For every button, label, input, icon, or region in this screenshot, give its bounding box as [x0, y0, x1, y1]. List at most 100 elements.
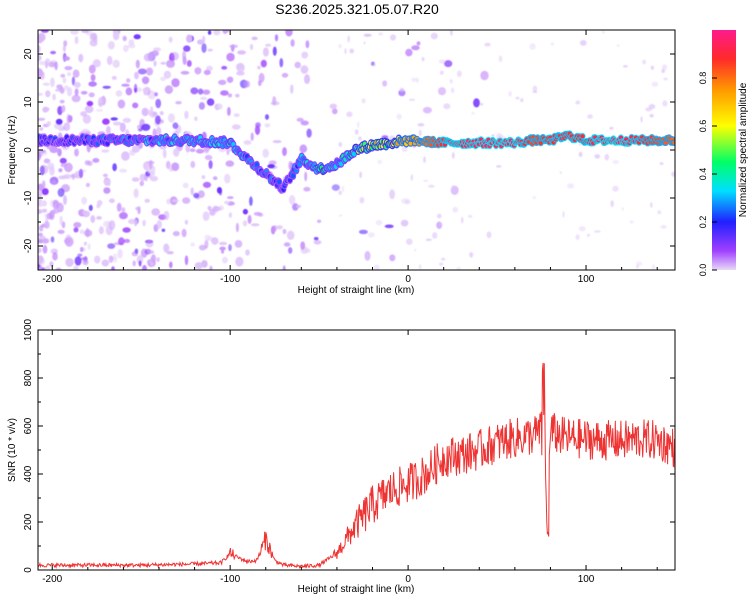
- spectrogram-noise-blob: [118, 237, 125, 246]
- spectrogram-noise-blob: [71, 94, 81, 103]
- spectrogram-noise-blob: [96, 204, 101, 209]
- spectrogram-noise-blob: [206, 98, 215, 106]
- spectrogram-noise-blob: [38, 203, 43, 208]
- spectrogram-noise-blob: [96, 216, 102, 220]
- spectrogram-noise-blob: [52, 199, 59, 210]
- spectrogram-noise-blob: [122, 227, 131, 233]
- spectrogram-noise-blob: [59, 99, 65, 104]
- spectrogram-noise-blob: [92, 158, 100, 163]
- spectrogram-noise-blob: [151, 254, 156, 263]
- spectrogram-noise-blob: [258, 72, 265, 83]
- colorbar-label: Normalized spectral amplitude: [738, 82, 749, 217]
- spectrogram-noise-blob: [421, 57, 425, 62]
- spectrogram-noise-blob: [163, 70, 172, 79]
- spectrogram-noise-blob: [190, 160, 196, 169]
- spectrogram-noise-blob: [234, 240, 243, 248]
- spectrogram-noise-blob: [161, 228, 166, 232]
- spectrogram-noise-blob: [226, 76, 234, 83]
- spectrogram-noise-blob: [132, 102, 139, 109]
- spectrogram-noise-blob: [272, 46, 277, 56]
- spectrogram-noise-blob: [145, 67, 154, 76]
- spectrogram-noise-blob: [41, 200, 47, 207]
- spectrogram-noise-blob: [41, 188, 49, 196]
- spectrogram-noise-blob: [149, 250, 155, 254]
- spectrogram-noise-blob: [629, 220, 634, 224]
- spectrogram-noise-blob: [300, 120, 309, 126]
- spectrogram-noise-blob: [532, 90, 538, 93]
- spectrogram-noise-blob: [562, 211, 565, 218]
- spectrogram-noise-blob: [49, 146, 59, 154]
- spectrogram-noise-blob: [182, 197, 191, 204]
- spectrogram-noise-blob: [197, 88, 204, 95]
- spectrogram-noise-blob: [272, 140, 282, 144]
- spectrogram-noise-blob: [358, 136, 362, 141]
- spectrogram-noise-blob: [257, 213, 264, 217]
- spectrogram-noise-blob: [417, 123, 425, 127]
- spectrogram-x-label: Height of straight line (km): [298, 285, 415, 296]
- spectrogram-noise-blob: [55, 118, 63, 125]
- spectrogram-noise-blob: [135, 59, 140, 69]
- y-tick-label: 400: [23, 465, 34, 482]
- spectrogram-noise-blob: [279, 58, 284, 68]
- spectrogram-noise-blob: [62, 44, 66, 53]
- spectrogram-noise-blob: [144, 198, 150, 203]
- spectrogram-noise-blob: [84, 160, 91, 166]
- spectrogram-noise-blob: [235, 256, 244, 267]
- spectrogram-noise-blob: [50, 77, 55, 88]
- spectrogram-noise-blob: [286, 230, 295, 240]
- spectrogram-noise-blob: [128, 218, 136, 225]
- spectrogram-noise-blob: [244, 80, 251, 88]
- spectrogram-noise-blob: [46, 212, 53, 220]
- spectrogram-noise-blob: [186, 34, 193, 43]
- spectrogram-noise-blob: [41, 267, 46, 270]
- spectrogram-noise-blob: [155, 115, 161, 125]
- spectrogram-noise-blob: [294, 61, 301, 69]
- spectrogram-ridge-core: [580, 134, 585, 139]
- spectrogram-noise-blob: [373, 264, 380, 270]
- spectrogram-noise-blob: [260, 59, 267, 68]
- spectrogram-noise-blob: [207, 205, 212, 211]
- spectrogram-noise-blob: [123, 238, 131, 243]
- spectrogram-noise-blob: [57, 148, 62, 157]
- spectrogram-noise-blob: [141, 123, 151, 131]
- spectrogram-noise-blob: [236, 63, 244, 70]
- spectrogram-noise-blob: [288, 195, 296, 205]
- spectrogram-noise-blob: [221, 250, 225, 254]
- spectrogram-noise-blob: [329, 103, 337, 110]
- spectrogram-noise-blob: [108, 220, 116, 231]
- spectrogram-noise-blob: [206, 65, 213, 71]
- spectrogram-noise-blob: [38, 198, 43, 205]
- spectrogram-noise-blob: [200, 96, 208, 100]
- spectrogram-noise-blob: [146, 259, 151, 264]
- spectrogram-noise-blob: [313, 237, 319, 241]
- spectrogram-noise-blob: [304, 171, 308, 182]
- spectrogram-noise-blob: [102, 85, 111, 89]
- spectrogram-noise-blob: [414, 248, 417, 252]
- spectrogram-noise-blob: [468, 214, 473, 218]
- figure-title: S236.2025.321.05.07.R20: [275, 1, 439, 17]
- spectrogram-noise-blob: [52, 252, 58, 261]
- spectrogram-noise-blob: [415, 77, 419, 83]
- spectrogram-noise-blob: [662, 100, 668, 107]
- spectrogram-noise-blob: [224, 200, 230, 205]
- spectrogram-noise-blob: [160, 76, 167, 82]
- spectrogram-ridge: [38, 130, 675, 194]
- spectrogram-noise-blob: [363, 41, 366, 45]
- spectrogram-noise-blob: [642, 59, 647, 65]
- snr-plot-area: [38, 330, 675, 570]
- x-tick-label: 0: [405, 274, 411, 285]
- spectrogram-noise-blob: [218, 187, 223, 196]
- spectrogram-noise-blob: [190, 242, 195, 247]
- spectrogram-noise-blob: [396, 113, 402, 120]
- spectrogram-noise-blob: [237, 50, 247, 55]
- spectrogram-noise-blob: [112, 163, 117, 172]
- spectrogram-noise-blob: [303, 186, 311, 192]
- spectrogram-noise-blob: [98, 226, 104, 235]
- spectrogram-noise-blob: [103, 187, 111, 194]
- spectrogram-noise-blob: [423, 179, 429, 182]
- spectrogram-noise-blob: [38, 151, 41, 161]
- spectrogram-noise-blob: [117, 248, 123, 259]
- spectrogram-noise-blob: [650, 202, 653, 208]
- spectrogram-noise-blob: [338, 190, 343, 195]
- spectrogram-noise-blob: [119, 122, 126, 133]
